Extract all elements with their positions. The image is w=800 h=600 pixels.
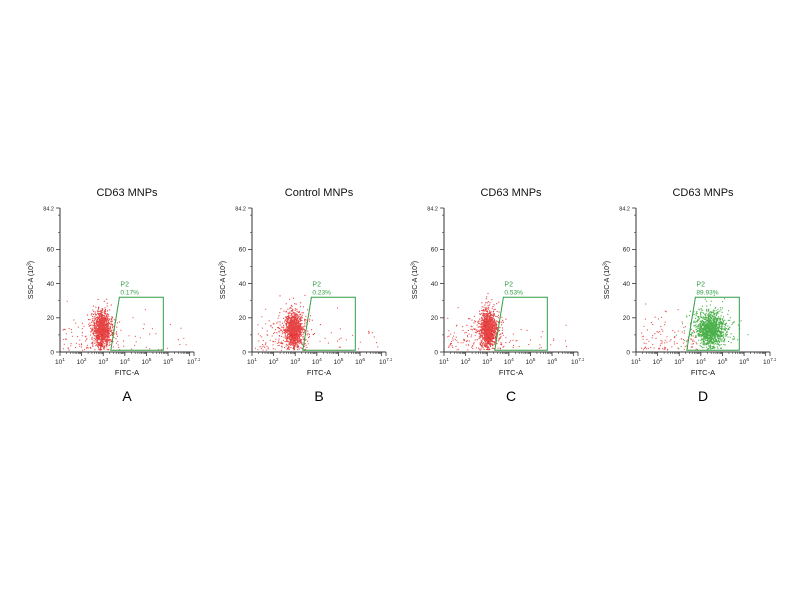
svg-text:105: 105	[525, 357, 535, 366]
svg-text:0.17%: 0.17%	[120, 289, 139, 296]
svg-text:0: 0	[50, 349, 54, 356]
scatter-plot-a: 101 102 103 104 105 106 107.2 FITC-A 0 20 40 60 84.2…	[27, 206, 201, 376]
scatter-plot-b: 101 102 103 104 105 106 107.2 FITC-A 0 20 40 60 84.2…	[219, 206, 393, 376]
svg-text:20: 20	[239, 315, 247, 322]
svg-text:101: 101	[55, 357, 65, 366]
svg-text:101: 101	[631, 357, 641, 366]
svg-text:102: 102	[653, 357, 663, 366]
svg-text:105: 105	[333, 357, 343, 366]
svg-text:20: 20	[623, 315, 631, 322]
svg-text:106: 106	[163, 357, 173, 366]
svg-text:102: 102	[77, 357, 87, 366]
svg-text:84.2: 84.2	[619, 206, 630, 212]
svg-text:102: 102	[269, 357, 279, 366]
svg-text:104: 104	[120, 357, 130, 366]
svg-text:SSC-A (103): SSC-A (103)	[27, 261, 36, 299]
panel-b-title: Control MNPs	[284, 187, 354, 199]
panel-b: Control MNPs 101 102 103 104 105 106 107.2 FITC…	[214, 184, 393, 404]
svg-text:20: 20	[47, 315, 55, 322]
panel-d: CD63 MNPs 101 102 103 104 105 106 107.2 FITC-A 0…	[598, 184, 777, 404]
svg-text:106: 106	[355, 357, 365, 366]
svg-text:20: 20	[431, 315, 439, 322]
svg-text:107.2: 107.2	[763, 357, 776, 366]
svg-text:0: 0	[626, 349, 630, 356]
svg-text:106: 106	[547, 357, 557, 366]
svg-text:105: 105	[717, 357, 727, 366]
svg-text:60: 60	[431, 247, 439, 254]
svg-text:P2: P2	[504, 281, 513, 288]
svg-text:104: 104	[312, 357, 322, 366]
svg-text:103: 103	[482, 357, 492, 366]
scatter-plot-d: 101 102 103 104 105 106 107.2 FITC-A 0 20 40 60 84.2…	[603, 206, 777, 376]
svg-text:FITC-A: FITC-A	[307, 368, 331, 376]
svg-text:101: 101	[247, 357, 257, 366]
svg-text:107.2: 107.2	[379, 357, 392, 366]
svg-text:40: 40	[431, 281, 439, 288]
svg-text:107.2: 107.2	[571, 357, 584, 366]
svg-text:SSC-A (103): SSC-A (103)	[603, 261, 612, 299]
svg-text:0: 0	[242, 349, 246, 356]
panel-row: CD63 MNPs 101 102 103 104 105 106 107.2 FITC-A 0…	[22, 184, 778, 404]
svg-text:40: 40	[623, 281, 631, 288]
panel-d-title: CD63 MNPs	[672, 187, 734, 199]
svg-text:84.2: 84.2	[43, 206, 54, 212]
panel-c-letter: C	[505, 388, 517, 404]
svg-text:P2: P2	[312, 281, 321, 288]
scatter-plot-c: 101 102 103 104 105 106 107.2 FITC-A 0 20 40 60 84.2…	[411, 206, 585, 376]
svg-text:40: 40	[47, 281, 55, 288]
svg-text:84.2: 84.2	[427, 206, 438, 212]
svg-text:SSC-A (103): SSC-A (103)	[219, 261, 228, 299]
svg-text:104: 104	[696, 357, 706, 366]
svg-text:89.93%: 89.93%	[696, 289, 718, 296]
svg-text:40: 40	[239, 281, 247, 288]
svg-text:0: 0	[434, 349, 438, 356]
panel-b-letter: B	[314, 388, 324, 404]
svg-text:107.2: 107.2	[187, 357, 200, 366]
svg-text:101: 101	[439, 357, 449, 366]
panel-c-title: CD63 MNPs	[480, 187, 542, 199]
panel-a-letter: A	[122, 388, 132, 404]
svg-text:84.2: 84.2	[235, 206, 246, 212]
svg-text:106: 106	[739, 357, 749, 366]
svg-text:FITC-A: FITC-A	[499, 368, 523, 376]
svg-text:103: 103	[98, 357, 108, 366]
svg-text:0.23%: 0.23%	[312, 289, 331, 296]
svg-text:103: 103	[674, 357, 684, 366]
svg-text:SSC-A (103): SSC-A (103)	[411, 261, 420, 299]
svg-text:P2: P2	[696, 281, 705, 288]
panel-c: CD63 MNPs 101 102 103 104 105 106 107.2 FITC-A 0…	[406, 184, 585, 404]
panel-d-letter: D	[697, 388, 709, 404]
svg-text:P2: P2	[120, 281, 129, 288]
svg-text:103: 103	[290, 357, 300, 366]
svg-text:60: 60	[239, 247, 247, 254]
svg-text:0.53%: 0.53%	[504, 289, 523, 296]
panel-a: CD63 MNPs 101 102 103 104 105 106 107.2 FITC-A 0…	[22, 184, 201, 404]
svg-text:104: 104	[504, 357, 514, 366]
svg-text:FITC-A: FITC-A	[691, 368, 715, 376]
svg-text:FITC-A: FITC-A	[115, 368, 139, 376]
svg-text:60: 60	[623, 247, 631, 254]
svg-text:105: 105	[141, 357, 151, 366]
svg-text:102: 102	[461, 357, 471, 366]
panel-a-title: CD63 MNPs	[96, 187, 158, 199]
svg-text:60: 60	[47, 247, 55, 254]
